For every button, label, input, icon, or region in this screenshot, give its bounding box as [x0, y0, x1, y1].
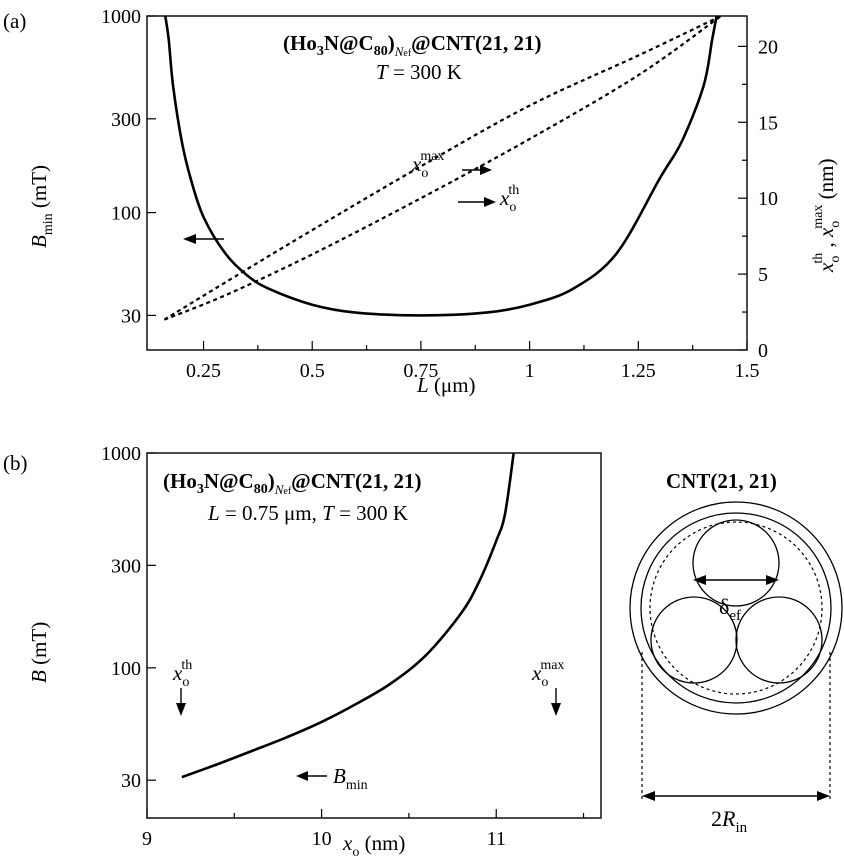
y2-tick-label: 15 [758, 112, 778, 134]
y-tick-label: 300 [111, 555, 141, 577]
panel-a-xomax-curve [163, 15, 722, 321]
panel-b-xomax-marker-label: xomax [531, 658, 564, 690]
panel-a-xoth-label: xoth [499, 183, 519, 215]
y-tick-label: 100 [111, 658, 141, 680]
fullerene-top [692, 519, 780, 607]
y2-tick-label: 5 [758, 264, 768, 286]
panel-b-bmin-curve [181, 452, 515, 779]
panel-a-xoth-arrow [458, 197, 496, 207]
x-tick-label: 0.5 [300, 360, 325, 382]
y-tick-label: 1000 [101, 443, 141, 465]
panel-b-xoth-marker-label: xoth [172, 658, 192, 690]
cnt-inset: CNT(21, 21) δef 2Rin [629, 469, 843, 836]
panel-b-conditions: L = 0.75 μm, T = 300 K [207, 501, 408, 525]
panel-a-xoth-curve [163, 15, 722, 321]
panel-b-bmin-arrow [296, 771, 327, 781]
panel-b-xoth-marker-arrow [176, 688, 186, 716]
cnt-outer-wall [629, 501, 843, 715]
delta-ef-label: δef [719, 594, 741, 624]
x-tick-label: 1.5 [735, 360, 760, 382]
panel-a-temperature: T = 300 K [376, 60, 462, 84]
panel-a-bmin-curve [164, 15, 718, 317]
panel-a-xomax-arrow [462, 165, 492, 175]
panel-b-label: (b) [3, 451, 28, 475]
y-tick-label: 1000 [101, 6, 141, 28]
x-tick-label: 9 [142, 828, 152, 850]
panel-b-bmin-label: Bmin [333, 764, 368, 793]
y2-tick-label: 10 [758, 188, 778, 210]
panel-a-xomax-label: xomax [411, 149, 444, 181]
panel-a-y2-axis-label: xoth , xomax (nm) [811, 159, 843, 273]
y-tick-label: 30 [121, 305, 141, 327]
panel-a: (a) 0.25 0.5 0.75 1 1.25 1.5 30 100 300 1000 0 5 10 1… [3, 6, 843, 397]
x-tick-label: 0.25 [186, 360, 221, 382]
radius-dimension [641, 652, 831, 801]
radius-label: 2Rin [711, 806, 748, 836]
x-tick-label: 0.75 [403, 360, 438, 382]
panel-a-y-axis-label: Bmin (mT) [27, 165, 56, 248]
panel-a-title: (Ho3N@C80)Nef@CNT(21, 21) [283, 31, 542, 59]
panel-a-left-axis-arrow [183, 234, 224, 244]
panel-a-label: (a) [3, 9, 26, 33]
x-tick-label: 10 [312, 828, 332, 850]
panel-a-plot-frame [146, 15, 748, 351]
panel-b-x-axis-label: xo (nm) [342, 831, 405, 857]
panel-b-title: (Ho3N@C80)Nef@CNT(21, 21) [163, 469, 422, 497]
fullerene-bottom-left [650, 596, 738, 684]
panel-a-ticks: 0.25 0.5 0.75 1 1.25 1.5 30 100 300 1000 0 5 10 15 20 [101, 6, 778, 382]
y2-tick-label: 0 [758, 340, 768, 362]
cnt-inner-wall [640, 512, 832, 704]
x-tick-label: 1.25 [621, 360, 656, 382]
delta-ef-dimension [693, 575, 779, 585]
y-tick-label: 30 [121, 770, 141, 792]
cnt-inset-title: CNT(21, 21) [666, 469, 777, 493]
panel-a-x-axis-label: L (μm) [416, 373, 476, 397]
panel-b: (b) 9 10 11 30 100 300 1000 (Ho3N@C80)Nef@CNT(… [3, 443, 602, 857]
panel-b-y-axis-label: B (mT) [27, 622, 51, 683]
fullerene-bottom-right [735, 596, 823, 684]
panel-b-ticks: 9 10 11 30 100 300 1000 [101, 443, 585, 850]
x-tick-label: 1 [525, 360, 535, 382]
y-tick-label: 300 [111, 109, 141, 131]
x-tick-label: 11 [487, 828, 506, 850]
y2-tick-label: 20 [758, 36, 778, 58]
panel-b-xomax-marker-arrow [551, 688, 561, 716]
cnt-effective-radius [649, 521, 823, 695]
y-tick-label: 100 [111, 203, 141, 225]
panel-b-plot-frame [146, 452, 602, 819]
